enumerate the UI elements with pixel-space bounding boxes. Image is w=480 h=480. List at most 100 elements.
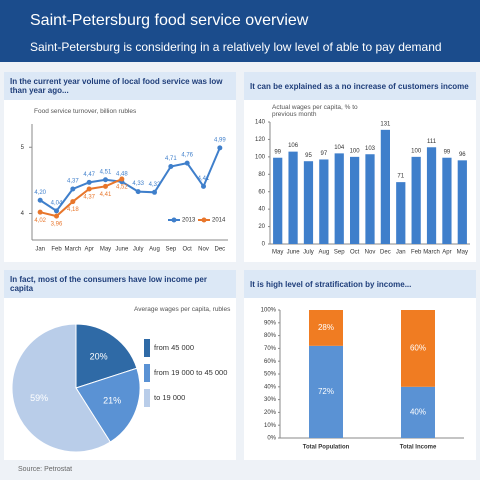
- y-tick-label: 40: [258, 207, 265, 213]
- data-label: 99: [444, 149, 451, 155]
- data-label: 28%: [318, 323, 334, 332]
- marker: [168, 163, 174, 169]
- header: Saint-Petersburg food service overview S…: [0, 0, 480, 62]
- chart-subtitle: Food service turnover, billion rubles: [34, 108, 137, 115]
- marker: [103, 183, 108, 189]
- marker: [86, 186, 92, 192]
- marker: [119, 176, 125, 182]
- chart-subtitle: Average wages per capita, rubles: [134, 306, 231, 313]
- data-label: 4,41: [198, 176, 210, 182]
- y-tick-label: 60: [258, 189, 265, 195]
- data-label: 4,37: [67, 179, 79, 185]
- x-tick-label: Aug: [319, 250, 330, 256]
- panel-title: It is high level of stratification by in…: [244, 270, 476, 298]
- y-tick-label: 100: [255, 154, 266, 160]
- y-tick-label: 4: [21, 211, 25, 217]
- data-label: 20%: [90, 351, 108, 361]
- pie-slice: [11, 323, 111, 453]
- x-tick-label: Sep: [165, 247, 176, 253]
- panel-title: In fact, most of the consumers have low …: [4, 270, 236, 298]
- data-label: 4,37: [83, 195, 95, 201]
- bar: [303, 161, 314, 244]
- y-tick-label: 60%: [264, 359, 277, 365]
- chart: 20% from 45 000 21% from 19 000 to 45 000 59…: [11, 323, 227, 453]
- bar: [380, 129, 390, 244]
- marker: [135, 189, 141, 195]
- x-tick-label: Sep: [334, 250, 345, 256]
- marker: [70, 199, 76, 205]
- y-tick-label: 30%: [264, 397, 277, 403]
- panel-title: In the current year volume of local food…: [4, 72, 236, 100]
- data-label: 4,47: [83, 172, 95, 178]
- panel: In the current year volume of local food…: [4, 72, 236, 262]
- data-label: 95: [305, 153, 312, 159]
- data-label: 4,33: [132, 181, 144, 187]
- bar: [350, 156, 360, 244]
- data-label: 72%: [318, 387, 334, 396]
- data-label: 4,18: [67, 207, 79, 213]
- data-label: 4,48: [116, 171, 128, 177]
- x-tick-label: Feb: [411, 250, 422, 256]
- legend-label: from 19 000 to 45 000: [154, 368, 227, 377]
- chart: 0 20 40 60 80 100 120 140 99 May 106 June 95 July 97 Au…: [255, 120, 470, 256]
- data-label: 106: [288, 143, 299, 149]
- x-tick-label: March: [423, 250, 440, 256]
- x-tick-label: June: [287, 250, 301, 256]
- pie-slice: [75, 367, 141, 443]
- marker: [201, 183, 206, 189]
- x-tick-label: May: [272, 250, 283, 256]
- x-tick-label: Nov: [198, 247, 209, 253]
- data-label: 4,04: [51, 200, 63, 206]
- x-tick-label: Oct: [350, 250, 360, 256]
- panel: It is high level of stratification by in…: [244, 270, 476, 460]
- page-title: Saint-Petersburg food service overview: [30, 12, 309, 29]
- y-tick-label: 80%: [264, 333, 277, 339]
- chart: 0% 10% 20% 30% 40% 50% 60% 70% 80% 90% 100% Total P…: [261, 308, 464, 451]
- marker: [54, 208, 59, 214]
- x-tick-label: July: [133, 247, 144, 253]
- legend-label: 2014: [212, 218, 226, 224]
- y-tick-label: 100%: [261, 308, 277, 314]
- data-label: 4,51: [100, 169, 112, 175]
- data-label: 111: [427, 139, 437, 145]
- legend-label: from 45 000: [154, 343, 194, 352]
- y-tick-label: 40%: [264, 384, 277, 390]
- data-label: 40%: [410, 408, 426, 417]
- marker: [103, 177, 108, 183]
- chart-subtitle: Actual wages per capita, % to previous m…: [272, 104, 358, 118]
- data-label: 3,96: [51, 222, 63, 228]
- x-tick-label: July: [303, 250, 314, 256]
- x-tick-label: Feb: [51, 247, 62, 253]
- bar-segment: [309, 310, 343, 346]
- x-tick-label: Jan: [396, 250, 406, 256]
- legend-marker: [171, 217, 177, 223]
- bar: [273, 157, 283, 244]
- source: Source: Petrostat: [18, 466, 73, 473]
- bar: [396, 182, 406, 244]
- legend-marker: [201, 217, 207, 223]
- x-tick-label: Apr: [84, 247, 93, 253]
- data-label: 99: [274, 149, 281, 155]
- data-label: 100: [350, 148, 361, 154]
- x-tick-label: March: [64, 247, 81, 253]
- data-label: 131: [380, 121, 391, 127]
- bar: [426, 147, 437, 244]
- marker: [184, 160, 190, 166]
- bar: [411, 156, 421, 244]
- y-tick-label: 80: [258, 172, 265, 178]
- y-tick-label: 0%: [267, 436, 276, 442]
- bar: [319, 159, 329, 244]
- x-tick-label: Jan: [35, 247, 45, 253]
- panel-title: It can be explained as a no increase of …: [244, 72, 476, 100]
- x-tick-label: Total Income: [400, 445, 437, 451]
- marker: [70, 186, 76, 192]
- x-tick-label: Total Population: [303, 445, 350, 451]
- bar-segment: [401, 310, 435, 387]
- line: [39, 178, 123, 218]
- pie-slice: [75, 323, 138, 389]
- y-tick-label: 20%: [264, 410, 277, 416]
- data-label: 21%: [103, 395, 121, 405]
- data-label: 4,41: [100, 192, 112, 198]
- data-label: 97: [321, 151, 328, 157]
